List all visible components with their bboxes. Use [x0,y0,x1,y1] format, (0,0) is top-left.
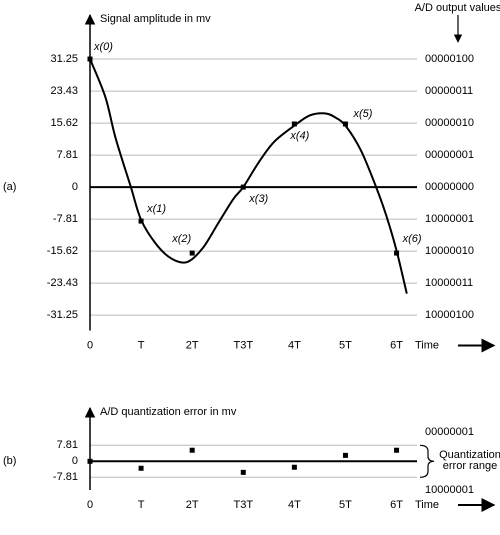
sample-label: x(0) [93,41,113,53]
y-tick-label: -7.81 [53,213,78,225]
x-tick-label: T3T [234,339,254,351]
y-tick-label: 23.43 [50,85,78,97]
sample-label: x(4) [289,130,309,142]
x-tick-label: T [138,499,145,511]
panel-label: (b) [3,455,16,467]
y2-tick-label: 10000010 [425,245,474,257]
x-tick-label: T [138,339,145,351]
y2-tick-label: 10000001 [425,484,474,496]
sample-point [342,452,348,458]
y-tick-label: -23.43 [47,277,78,289]
sample-label: x(5) [352,108,372,120]
sample-point [87,458,93,464]
y2-tick-label: 00000010 [425,117,474,129]
y-tick-label: 31.25 [50,53,78,65]
x-axis-label: Time [415,339,439,351]
y2-header: A/D output values [415,2,500,14]
y-tick-label: -31.25 [47,309,78,321]
y2-tick-label: 10000011 [425,277,473,289]
sample-point [138,465,144,471]
error-range-brace [419,444,435,478]
y2-tick-label: 00000000 [425,181,474,193]
x-tick-label: 2T [186,499,199,511]
x-tick-label: 2T [186,339,199,351]
sample-point [394,447,400,453]
x-tick-label: T3T [234,499,254,511]
signal-curve [89,58,408,294]
y2-tick-label: 00000001 [425,426,474,438]
y-tick-label: 7.81 [57,439,78,451]
sample-point [189,447,195,453]
y-tick-label: 0 [72,181,78,193]
y-tick-label: 7.81 [57,149,78,161]
y2-tick-label: 10000001 [425,213,474,225]
sample-point [291,464,297,470]
y-tick-label: 15.62 [50,117,78,129]
sample-point [189,250,195,256]
y-tick-label: -7.81 [53,471,78,483]
y2-tick-label: 00000001 [425,149,474,161]
x-tick-label: 4T [288,339,301,351]
annotation: Quantization [439,449,500,461]
sample-label: x(6) [402,233,422,245]
annotation: error range [443,460,497,472]
sample-label: x(2) [171,233,191,245]
sample-point [240,469,246,475]
sample-point [240,184,246,190]
x-tick-label: 6T [390,499,403,511]
sample-point [394,250,400,256]
x-tick-label: 0 [87,499,93,511]
y2-tick-label: 00000011 [425,85,473,97]
x-tick-label: 4T [288,499,301,511]
y-axis-label: A/D quantization error in mv [100,406,237,418]
sample-point [87,56,93,62]
y-tick-label: 0 [72,455,78,467]
sample-label: x(1) [146,203,166,215]
y2-tick-label: 10000100 [425,309,474,321]
x-tick-label: 5T [339,499,352,511]
sample-point [138,218,144,224]
x-tick-label: 6T [390,339,403,351]
panel-label: (a) [3,181,16,193]
y2-tick-label: 00000100 [425,53,474,65]
sample-point [342,121,348,127]
x-tick-label: 5T [339,339,352,351]
y-axis-label: Signal amplitude in mv [100,13,211,25]
y-tick-label: -15.62 [47,245,78,257]
sample-label: x(3) [248,193,268,205]
x-tick-label: 0 [87,339,93,351]
x-axis-label: Time [415,499,439,511]
sample-point [291,121,297,127]
